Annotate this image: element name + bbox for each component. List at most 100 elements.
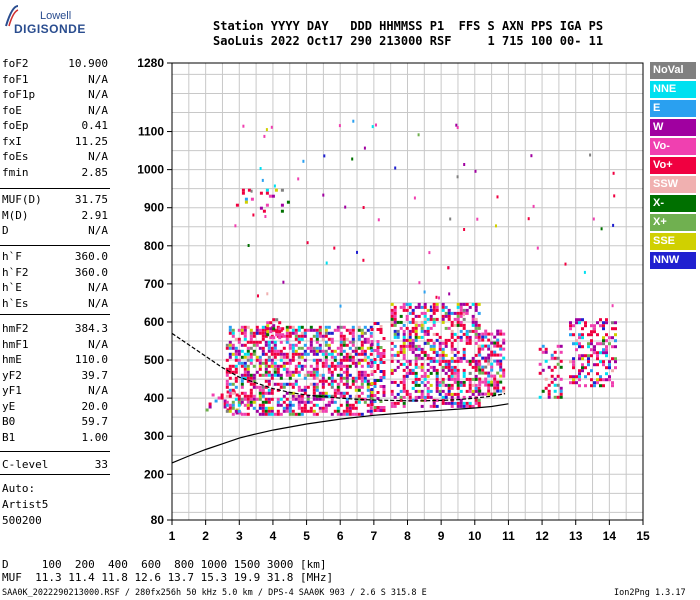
echo-point xyxy=(453,347,457,351)
echo-point xyxy=(371,125,374,129)
echo-point xyxy=(569,333,572,337)
echo-point xyxy=(556,383,560,387)
echo-point xyxy=(315,397,319,401)
echo-point xyxy=(393,314,397,318)
echo-point xyxy=(324,364,328,368)
echo-point xyxy=(225,370,229,374)
param-name: h`E xyxy=(2,281,22,294)
echo-point xyxy=(474,389,478,393)
echo-point xyxy=(237,397,241,401)
echo-point xyxy=(420,389,424,393)
echo-point xyxy=(273,412,277,416)
echo-point xyxy=(463,228,466,231)
echo-point xyxy=(583,270,586,274)
param-name: h`F xyxy=(2,250,22,263)
echo-point xyxy=(274,188,278,192)
echo-point xyxy=(280,209,284,213)
echo-point xyxy=(228,391,232,395)
echo-point xyxy=(390,356,394,360)
echo-point xyxy=(390,308,394,312)
echo-point xyxy=(294,382,298,386)
echo-point xyxy=(605,372,608,376)
echo-point xyxy=(315,367,319,371)
echo-point xyxy=(323,154,326,158)
echo-point xyxy=(471,365,475,369)
echo-point xyxy=(393,344,397,348)
echo-point xyxy=(258,373,262,377)
param-row: C-level 33 xyxy=(2,458,108,473)
echo-point xyxy=(408,392,412,396)
echo-point xyxy=(282,352,286,356)
echo-point xyxy=(294,379,298,383)
echo-point xyxy=(234,370,238,374)
echo-point xyxy=(581,357,584,361)
echo-point xyxy=(487,380,491,384)
echo-point xyxy=(246,349,250,353)
echo-point xyxy=(499,329,503,333)
echo-point xyxy=(493,344,497,348)
echo-point xyxy=(453,353,457,357)
echo-point xyxy=(279,340,283,344)
echo-point xyxy=(228,343,232,347)
echo-point xyxy=(288,406,292,410)
echo-point xyxy=(357,397,361,401)
echo-point xyxy=(269,330,273,334)
echo-point xyxy=(228,403,232,407)
echo-point xyxy=(572,375,575,379)
echo-point xyxy=(240,355,244,359)
echo-point xyxy=(312,334,316,338)
echo-point xyxy=(382,337,386,340)
echo-point xyxy=(345,406,349,410)
echo-point xyxy=(249,391,253,395)
echo-point xyxy=(459,320,463,324)
echo-point xyxy=(417,347,421,351)
echo-point xyxy=(414,314,418,318)
echo-point xyxy=(370,403,374,406)
echo-point xyxy=(263,134,266,138)
echo-point xyxy=(405,359,409,363)
echo-point xyxy=(324,340,328,344)
echo-point xyxy=(572,363,575,367)
echo-point xyxy=(477,359,481,363)
param-name: foF2 xyxy=(2,57,29,70)
echo-point xyxy=(269,336,273,340)
echo-point xyxy=(481,365,485,369)
echo-point xyxy=(484,377,488,381)
echo-point xyxy=(438,392,442,396)
echo-point xyxy=(370,328,374,331)
echo-point xyxy=(300,364,304,368)
echo-point xyxy=(581,369,584,373)
echo-point xyxy=(441,341,445,345)
param-name: foF1p xyxy=(2,88,36,101)
echo-point xyxy=(225,343,229,347)
echo-point xyxy=(474,362,478,366)
echo-point xyxy=(278,330,282,334)
echo-point xyxy=(390,314,394,318)
echo-point xyxy=(602,327,605,331)
echo-point xyxy=(465,335,469,339)
param-value: 31.75 xyxy=(74,193,108,206)
echo-point xyxy=(348,346,352,350)
echo-point xyxy=(261,328,265,332)
echo-point xyxy=(590,369,593,373)
echo-point xyxy=(282,400,286,404)
echo-point xyxy=(321,352,325,356)
echo-point xyxy=(246,367,250,371)
echo-point xyxy=(614,360,617,364)
param-row: foEs N/A xyxy=(2,150,108,165)
echo-point xyxy=(282,364,286,368)
echo-point xyxy=(450,371,454,375)
echo-point xyxy=(318,379,322,383)
echo-point xyxy=(414,383,418,387)
legend-item-x-: X- xyxy=(650,195,696,212)
echo-point xyxy=(379,358,383,361)
param-name: foEs xyxy=(2,150,29,163)
echo-point xyxy=(373,349,377,352)
echo-point xyxy=(426,308,430,312)
echo-point xyxy=(249,400,253,404)
echo-point xyxy=(376,328,380,331)
echo-point xyxy=(354,400,358,404)
param-value: N/A xyxy=(88,296,108,310)
echo-point xyxy=(590,354,593,358)
